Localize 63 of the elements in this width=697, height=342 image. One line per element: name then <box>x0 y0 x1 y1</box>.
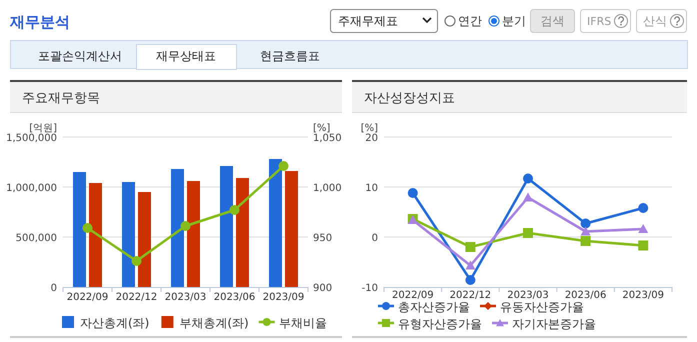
y-tick-label: 500,000 <box>16 233 57 244</box>
bar <box>187 181 200 287</box>
y-axis-title: [억원] <box>29 123 58 134</box>
x-tick-label: 2023/09 <box>622 290 664 301</box>
x-tick-label: 2023/06 <box>214 292 256 303</box>
point <box>638 203 648 213</box>
point <box>580 236 591 246</box>
bar <box>73 172 86 287</box>
bar <box>122 182 135 287</box>
y-tick-label: -10 <box>362 283 378 294</box>
bar <box>269 159 282 287</box>
chart-title: 자산성장성지표 <box>364 91 455 106</box>
y-tick-label: 10 <box>365 183 378 194</box>
point <box>230 205 240 215</box>
point <box>638 240 648 250</box>
bar <box>89 183 102 287</box>
x-tick-label: 2022/09 <box>392 290 434 301</box>
bar <box>138 192 151 287</box>
x-tick-label: 2022/12 <box>116 292 158 303</box>
point <box>465 242 476 252</box>
point <box>278 161 288 171</box>
point <box>465 275 476 285</box>
y2-axis-title: [%] <box>313 123 330 134</box>
y2-tick-label: 1,000 <box>313 183 342 194</box>
y-tick-label: 0 <box>50 283 57 294</box>
bar <box>220 166 233 287</box>
legend-label: 자산총계(좌) <box>80 316 150 330</box>
legend-label: 부채총계(좌) <box>179 316 249 330</box>
point <box>523 228 533 238</box>
x-tick-label: 2022/09 <box>66 292 108 303</box>
point <box>132 256 142 266</box>
point <box>82 223 92 233</box>
point <box>580 226 591 236</box>
chart-title: 주요재무항목 <box>22 91 100 106</box>
point <box>180 221 190 231</box>
legend-label: 자기자본증가율 <box>512 317 596 331</box>
legend-label: 유형자산증가율 <box>398 317 482 331</box>
point <box>408 188 418 198</box>
bar <box>285 171 298 287</box>
y-axis-title: [%] <box>360 123 378 134</box>
y2-tick-label: 900 <box>313 283 332 294</box>
y-tick-label: 1,500,000 <box>6 133 57 144</box>
page-header: 재무분석 주재무제표 연간 분기 검색 IFRS 산식 포괄손익계산서 재무상태표 현금흐름표 <box>10 9 688 70</box>
point <box>638 224 648 233</box>
bar <box>236 178 249 287</box>
legend-label: 유동자산증가율 <box>500 300 584 314</box>
x-tick-label: 2023/03 <box>164 292 206 303</box>
x-tick-label: 2022/12 <box>450 290 492 301</box>
y2-tick-label: 950 <box>313 233 332 244</box>
point <box>580 218 591 228</box>
point <box>523 192 533 202</box>
legend-label: 부채비율 <box>278 316 327 330</box>
point <box>523 174 533 184</box>
y-tick-label: 1,000,000 <box>6 183 57 194</box>
bar <box>171 169 184 287</box>
point <box>465 260 476 270</box>
y2-tick-label: 1,050 <box>313 133 342 144</box>
x-tick-label: 2023/03 <box>507 290 549 301</box>
y-tick-label: 0 <box>372 233 378 244</box>
y-tick-label: 20 <box>365 133 378 144</box>
legend-label: 총자산증가율 <box>398 300 470 314</box>
x-tick-label: 2023/06 <box>564 290 606 301</box>
x-tick-label: 2023/09 <box>262 292 304 303</box>
